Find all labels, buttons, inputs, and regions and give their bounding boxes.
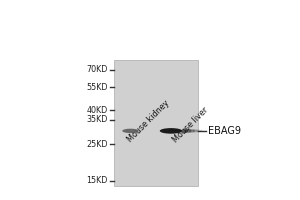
Text: EBAG9: EBAG9 [208, 126, 242, 136]
Text: 35KD: 35KD [87, 115, 108, 124]
Bar [114, 60, 198, 186]
Ellipse shape [192, 129, 199, 132]
Ellipse shape [182, 129, 188, 133]
Ellipse shape [160, 128, 182, 134]
Text: 15KD: 15KD [87, 176, 108, 185]
Text: 25KD: 25KD [86, 140, 108, 149]
Text: Mouse liver: Mouse liver [171, 105, 210, 144]
Ellipse shape [122, 129, 139, 133]
Text: 70KD: 70KD [87, 65, 108, 74]
Text: 55KD: 55KD [86, 83, 108, 92]
Text: 40KD: 40KD [87, 106, 108, 115]
Text: Mouse kidney: Mouse kidney [126, 98, 171, 144]
Ellipse shape [185, 129, 192, 133]
Ellipse shape [189, 129, 195, 133]
Ellipse shape [196, 130, 202, 132]
